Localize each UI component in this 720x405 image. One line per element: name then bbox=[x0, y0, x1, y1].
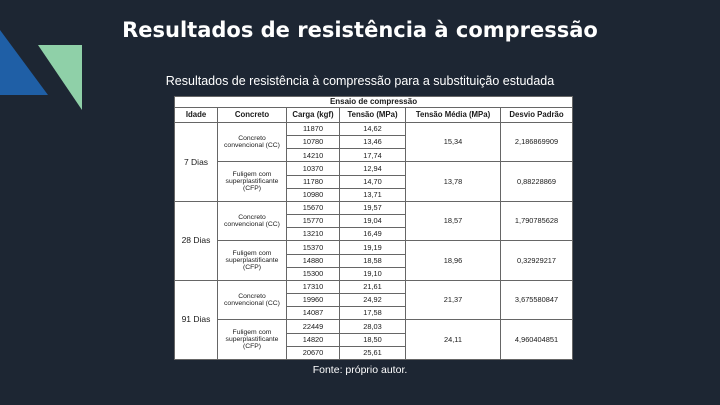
load-cell: 22449 bbox=[286, 319, 340, 334]
blue-triangle-shape bbox=[0, 30, 48, 95]
std-dev-cell: 4,960404851 bbox=[499, 319, 574, 360]
load-cell: 15670 bbox=[286, 200, 340, 216]
stress-cell: 18,50 bbox=[339, 332, 406, 347]
load-cell: 13210 bbox=[286, 227, 340, 242]
header-concrete: Concreto bbox=[217, 107, 287, 123]
mean-stress-cell: 15,34 bbox=[405, 121, 501, 163]
std-dev-cell: 2,186869909 bbox=[499, 121, 574, 163]
load-cell: 14880 bbox=[286, 253, 340, 268]
load-cell: 11870 bbox=[286, 121, 340, 137]
table-row: 91 Dias Concreto convencional (CC) 17310 21… bbox=[174, 279, 574, 361]
table-row: Fuligem com superplastificante (CFP) 2244… bbox=[175, 319, 574, 360]
load-cell: 10370 bbox=[286, 161, 340, 176]
compression-table-image: Ensaio de compressão Idade Concreto Carg… bbox=[173, 96, 574, 361]
concrete-type-cell: Fuligem com superplastificante (CFP) bbox=[217, 240, 287, 281]
slide-subtitle: Resultados de resistência à compressão p… bbox=[165, 74, 555, 88]
std-dev-cell: 0,88228869 bbox=[499, 161, 574, 202]
stress-cell: 17,58 bbox=[339, 306, 406, 321]
table-row: 7 Dias Concreto convencional (CC) 11870 14,… bbox=[174, 121, 574, 202]
header-std-dev: Desvio Padrão bbox=[499, 107, 574, 123]
stress-cell: 19,04 bbox=[339, 214, 406, 229]
table-row: Fuligem com superplastificante (CFP) 1037… bbox=[175, 161, 574, 202]
concrete-type-cell: Fuligem com superplastificante (CFP) bbox=[217, 319, 287, 360]
std-dev-cell: 1,790785628 bbox=[499, 200, 574, 242]
stress-cell: 25,61 bbox=[339, 345, 406, 361]
corner-decoration bbox=[0, 30, 82, 110]
header-stress: Tensão (MPa) bbox=[339, 107, 406, 123]
load-cell: 15770 bbox=[286, 214, 340, 229]
slide-title: Resultados de resistência à compressão bbox=[122, 18, 598, 42]
mean-stress-cell: 24,11 bbox=[405, 319, 501, 360]
mean-stress-cell: 21,37 bbox=[405, 279, 501, 321]
stress-cell: 19,19 bbox=[339, 240, 406, 255]
concrete-type-cell: Concreto convencional (CC) bbox=[217, 279, 287, 321]
header-mean-stress: Tensão Média (MPa) bbox=[405, 107, 501, 123]
load-cell: 17310 bbox=[286, 279, 340, 295]
load-cell: 10780 bbox=[286, 135, 340, 150]
stress-cell: 21,61 bbox=[339, 279, 406, 295]
mean-stress-cell: 13,78 bbox=[405, 161, 501, 202]
stress-cell: 16,49 bbox=[339, 227, 406, 242]
green-triangle-shape bbox=[38, 45, 82, 110]
table-row: 20670 25,61 bbox=[175, 345, 573, 361]
std-dev-cell: 3,675580847 bbox=[499, 279, 574, 321]
stress-cell: 24,92 bbox=[339, 293, 406, 308]
stress-cell: 14,62 bbox=[339, 121, 406, 137]
load-cell: 10980 bbox=[286, 187, 340, 202]
source-footnote: Fonte: próprio autor. bbox=[312, 364, 408, 376]
header-load: Carga (kgf) bbox=[286, 107, 340, 123]
load-cell: 15300 bbox=[286, 266, 340, 281]
concrete-type-cell: Concreto convencional (CC) bbox=[217, 200, 287, 242]
table-row: Fuligem com superplastificante (CFP) 1537… bbox=[175, 240, 574, 281]
stress-cell: 28,03 bbox=[339, 319, 406, 334]
load-cell: 20670 bbox=[286, 345, 340, 361]
table-row: 10980 13,71 bbox=[175, 187, 573, 202]
stress-cell: 19,57 bbox=[339, 200, 406, 216]
compression-results-table: Ensaio de compressão Idade Concreto Carg… bbox=[173, 96, 574, 361]
age-cell: 91 Dias bbox=[174, 279, 218, 361]
load-cell: 14820 bbox=[286, 332, 340, 347]
age-cell: 28 Dias bbox=[174, 200, 218, 281]
stress-cell: 14,70 bbox=[339, 174, 406, 189]
stress-cell: 19,10 bbox=[339, 266, 406, 281]
stress-cell: 12,94 bbox=[339, 161, 406, 176]
table-row: 14087 17,58 bbox=[175, 306, 573, 321]
table-row: 10780 13,46 bbox=[175, 135, 573, 150]
table-row: 28 Dias Concreto convencional (CC) 15670 19… bbox=[174, 200, 574, 281]
stress-cell: 13,71 bbox=[339, 187, 406, 202]
load-cell: 19960 bbox=[286, 293, 340, 308]
table-row: 13210 16,49 bbox=[175, 227, 573, 242]
age-cell: 7 Dias bbox=[174, 122, 218, 202]
std-dev-cell: 0,32929217 bbox=[499, 240, 574, 281]
header-age: Idade bbox=[174, 107, 218, 123]
stress-cell: 18,58 bbox=[339, 253, 406, 268]
load-cell: 14210 bbox=[286, 148, 340, 163]
stress-cell: 13,46 bbox=[339, 135, 406, 150]
table-body: 7 Dias Concreto convencional (CC) 11870 14,… bbox=[174, 121, 574, 361]
stress-cell: 17,74 bbox=[339, 148, 406, 163]
load-cell: 14087 bbox=[286, 306, 340, 321]
concrete-type-cell: Concreto convencional (CC) bbox=[217, 121, 287, 163]
load-cell: 15370 bbox=[286, 240, 340, 255]
concrete-type-cell: Fuligem com superplastificante (CFP) bbox=[217, 161, 287, 202]
load-cell: 11780 bbox=[286, 174, 340, 189]
mean-stress-cell: 18,96 bbox=[405, 240, 501, 281]
mean-stress-cell: 18,57 bbox=[405, 200, 501, 242]
table-caption: Ensaio de compressão bbox=[173, 96, 574, 108]
